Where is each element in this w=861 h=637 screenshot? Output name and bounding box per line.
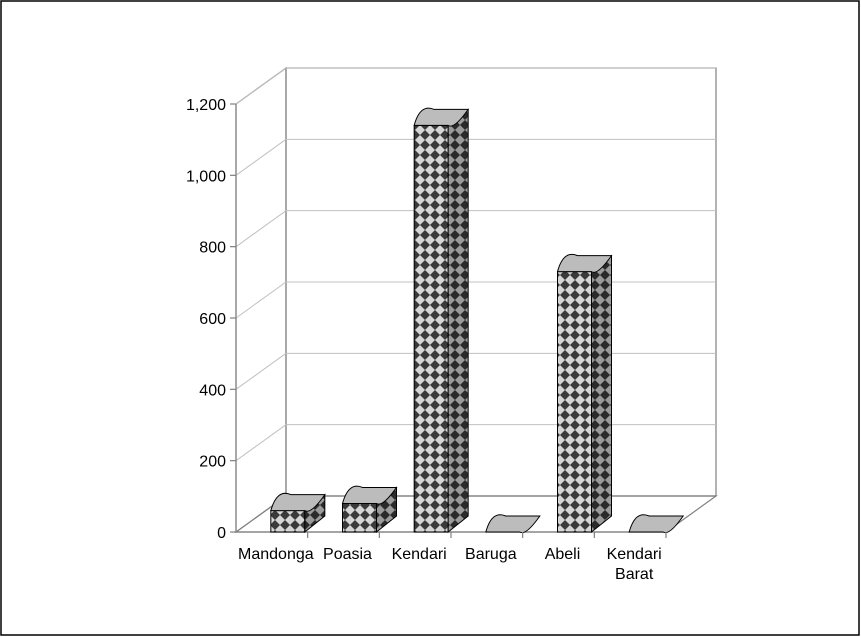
bar-top bbox=[341, 485, 398, 505]
y-tick-label: 1,200 bbox=[186, 97, 226, 114]
x-tick-label: Poasia bbox=[323, 546, 372, 563]
bar-top bbox=[413, 107, 470, 127]
bar-front bbox=[413, 124, 449, 533]
bar-mandonga bbox=[270, 492, 326, 534]
gridline-side bbox=[235, 138, 287, 176]
bar-side bbox=[591, 254, 612, 534]
x-tick-label: Abeli bbox=[545, 546, 581, 563]
x-tick-label: Kendari bbox=[392, 546, 447, 563]
gridline-side bbox=[235, 281, 287, 319]
gridline-side bbox=[235, 424, 287, 462]
gridline-side bbox=[235, 67, 287, 105]
bar-top bbox=[556, 253, 613, 273]
bar-front bbox=[270, 510, 306, 533]
y-tick-label: 600 bbox=[199, 311, 226, 328]
x-tick-label: Mandonga bbox=[238, 546, 314, 563]
y-tick-label: 800 bbox=[199, 240, 226, 257]
gridline-side bbox=[235, 352, 287, 390]
y-tick-label: 400 bbox=[199, 382, 226, 399]
x-tick-label: Baruga bbox=[465, 546, 517, 563]
bar-abeli bbox=[556, 253, 613, 534]
bar-kendari bbox=[413, 107, 470, 534]
bars bbox=[270, 107, 685, 534]
bar-front bbox=[342, 502, 377, 533]
bar-side bbox=[447, 108, 469, 534]
y-tick-label: 0 bbox=[217, 525, 226, 542]
gridlines bbox=[235, 67, 716, 462]
bar-poasia bbox=[341, 485, 398, 534]
x-tick-label: Kendari Barat bbox=[607, 546, 662, 583]
y-tick-label: 200 bbox=[199, 454, 226, 471]
y-tick-label: 1,000 bbox=[186, 168, 226, 185]
bar-front bbox=[557, 271, 592, 533]
bar-top bbox=[270, 492, 326, 512]
x-axis: Mandonga Poasia Kendari Baruga Abeli Kendari B… bbox=[238, 532, 667, 583]
gridline-side bbox=[235, 210, 287, 248]
